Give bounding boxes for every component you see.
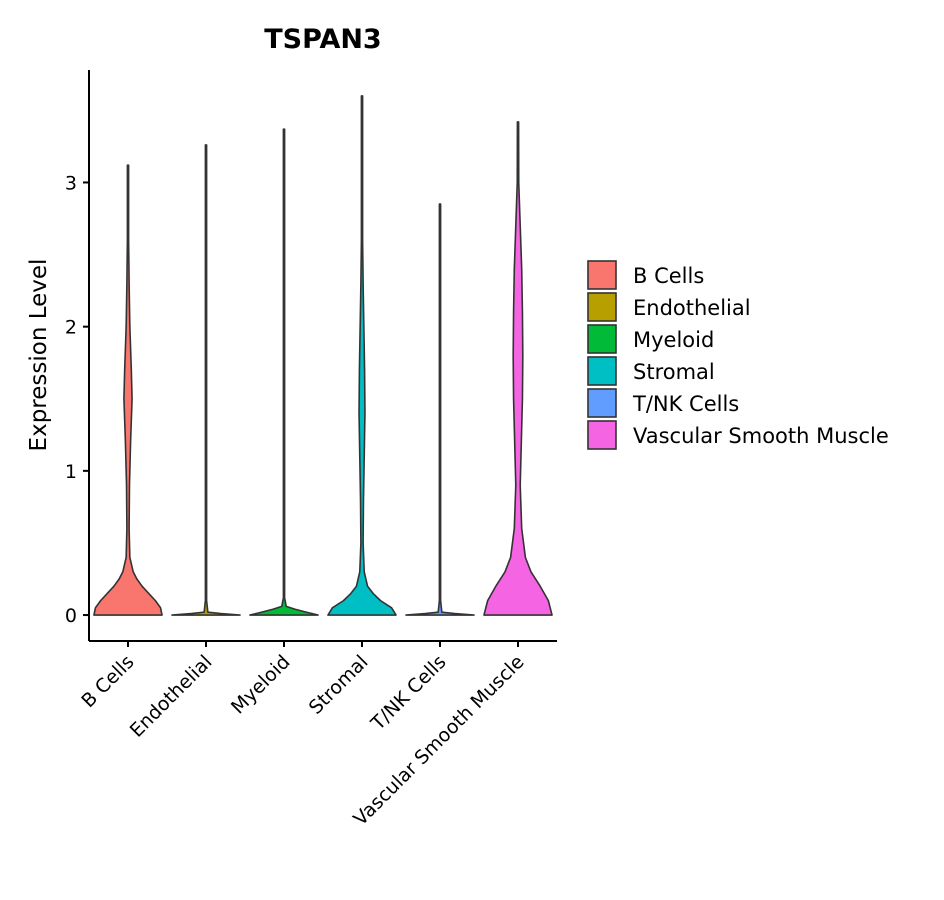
legend-label-vascular-smooth-muscle: Vascular Smooth Muscle (633, 424, 889, 448)
violin-stromal (327, 95, 397, 616)
legend-label-b-cells: B Cells (633, 264, 704, 288)
x-tick-label-b-cells: B Cells (77, 651, 138, 712)
y-tick-label: 0 (65, 605, 77, 627)
y-tick-label: 3 (65, 172, 77, 194)
x-tick-label-t-nk-cells: T/NK Cells (366, 651, 450, 735)
violin-endothelial (171, 144, 241, 616)
legend-key-stromal (587, 356, 617, 386)
y-axis-title: Expression Level (26, 259, 52, 452)
violin-group (93, 95, 553, 616)
chart-title: TSPAN3 (264, 24, 381, 55)
y-ticks: 0 1 2 3 (65, 172, 89, 627)
y-tick-label: 2 (65, 317, 77, 339)
x-tick-label-myeloid: Myeloid (227, 651, 295, 719)
violin-vascular-smooth-muscle (483, 121, 553, 616)
violin-myeloid (249, 128, 319, 616)
legend-label-t-nk-cells: T/NK Cells (632, 392, 739, 416)
x-tick-label-stromal: Stromal (305, 651, 373, 719)
legend-label-stromal: Stromal (633, 360, 715, 384)
y-tick-label: 1 (65, 461, 77, 483)
legend-key-vascular-smooth-muscle (587, 420, 617, 450)
legend-label-endothelial: Endothelial (633, 296, 751, 320)
legend-label-myeloid: Myeloid (633, 328, 714, 352)
legend: B Cells Endothelial Myeloid Stromal T/NK Cel… (587, 260, 889, 450)
legend-key-endothelial (587, 292, 617, 322)
legend-key-t-nk-cells (587, 388, 617, 418)
legend-key-b-cells (587, 260, 617, 290)
violin-b-cells (93, 164, 163, 616)
violin-t-nk-cells (405, 203, 475, 616)
x-tick-label-endothelial: Endothelial (126, 651, 217, 742)
legend-key-myeloid (587, 324, 617, 354)
axes (88, 70, 557, 642)
